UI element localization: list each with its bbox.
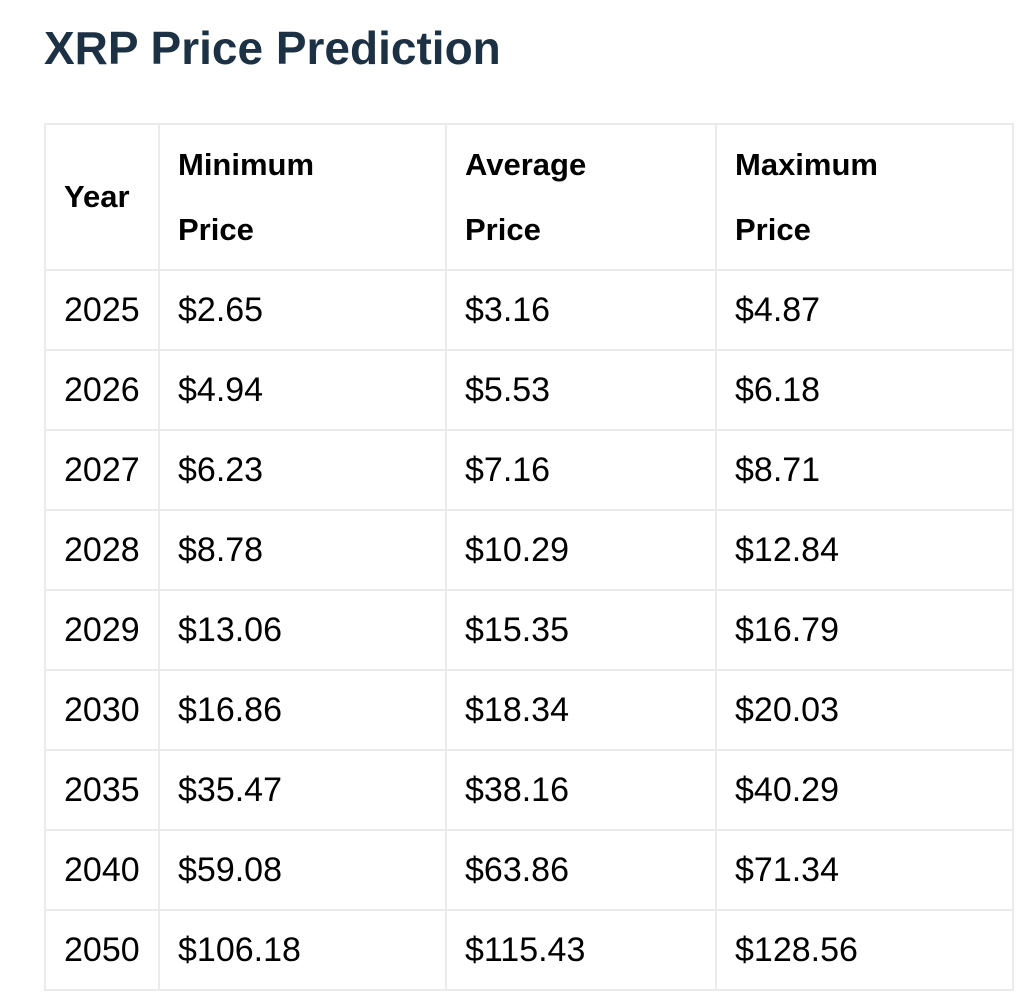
- average-price-cell: $18.34: [445, 668, 717, 751]
- average-price-cell: $5.53: [445, 348, 717, 431]
- table-row: 2025 $2.65 $3.16 $4.87: [44, 268, 1014, 351]
- minimum-price-cell: $106.18: [158, 908, 447, 991]
- maximum-price-cell: $128.56: [715, 908, 1014, 991]
- year-cell: 2030: [44, 668, 160, 751]
- column-header-line: Price: [465, 211, 541, 247]
- year-cell: 2050: [44, 908, 160, 991]
- maximum-price-cell: $8.71: [715, 428, 1014, 511]
- table-row: 2027 $6.23 $7.16 $8.71: [44, 428, 1014, 511]
- table-head: Year Minimum Price Average Price Maximum Price: [44, 122, 1014, 271]
- maximum-price-cell: $20.03: [715, 668, 1014, 751]
- table-header-row: Year Minimum Price Average Price Maximum Price: [44, 122, 1014, 271]
- column-header-minimum-price: Minimum Price: [158, 122, 447, 271]
- year-cell: 2029: [44, 588, 160, 671]
- average-price-cell: $63.86: [445, 828, 717, 911]
- year-cell: 2025: [44, 268, 160, 351]
- average-price-cell: $115.43: [445, 908, 717, 991]
- maximum-price-cell: $16.79: [715, 588, 1014, 671]
- year-cell: 2040: [44, 828, 160, 911]
- year-cell: 2027: [44, 428, 160, 511]
- column-header-maximum-price: Maximum Price: [715, 122, 1014, 271]
- price-prediction-table: Year Minimum Price Average Price Maximum Price…: [44, 122, 1014, 991]
- table-body: 2025 $2.65 $3.16 $4.87 2026 $4.94 $5.53 $6.18 20…: [44, 268, 1014, 991]
- table-row: 2026 $4.94 $5.53 $6.18: [44, 348, 1014, 431]
- minimum-price-cell: $35.47: [158, 748, 447, 831]
- minimum-price-cell: $2.65: [158, 268, 447, 351]
- maximum-price-cell: $40.29: [715, 748, 1014, 831]
- average-price-cell: $3.16: [445, 268, 717, 351]
- average-price-cell: $10.29: [445, 508, 717, 591]
- maximum-price-cell: $71.34: [715, 828, 1014, 911]
- table-row: 2035 $35.47 $38.16 $40.29: [44, 748, 1014, 831]
- table-row: 2030 $16.86 $18.34 $20.03: [44, 668, 1014, 751]
- average-price-cell: $38.16: [445, 748, 717, 831]
- column-header-line: Price: [735, 211, 811, 247]
- column-header-line: Year: [64, 179, 130, 215]
- column-header-line: Average: [465, 146, 587, 182]
- column-header-year: Year: [44, 122, 160, 271]
- column-header-line: Price: [178, 211, 254, 247]
- page-title: XRP Price Prediction: [44, 22, 501, 74]
- column-header-line: Minimum: [178, 146, 315, 182]
- column-header-line: Maximum: [735, 146, 878, 182]
- maximum-price-cell: $12.84: [715, 508, 1014, 591]
- table-row: 2040 $59.08 $63.86 $71.34: [44, 828, 1014, 911]
- table-row: 2028 $8.78 $10.29 $12.84: [44, 508, 1014, 591]
- maximum-price-cell: $6.18: [715, 348, 1014, 431]
- maximum-price-cell: $4.87: [715, 268, 1014, 351]
- year-cell: 2035: [44, 748, 160, 831]
- average-price-cell: $15.35: [445, 588, 717, 671]
- table-row: 2029 $13.06 $15.35 $16.79: [44, 588, 1014, 671]
- year-cell: 2028: [44, 508, 160, 591]
- column-header-average-price: Average Price: [445, 122, 717, 271]
- average-price-cell: $7.16: [445, 428, 717, 511]
- minimum-price-cell: $16.86: [158, 668, 447, 751]
- minimum-price-cell: $8.78: [158, 508, 447, 591]
- year-cell: 2026: [44, 348, 160, 431]
- minimum-price-cell: $4.94: [158, 348, 447, 431]
- minimum-price-cell: $13.06: [158, 588, 447, 671]
- minimum-price-cell: $6.23: [158, 428, 447, 511]
- minimum-price-cell: $59.08: [158, 828, 447, 911]
- table-row: 2050 $106.18 $115.43 $128.56: [44, 908, 1014, 991]
